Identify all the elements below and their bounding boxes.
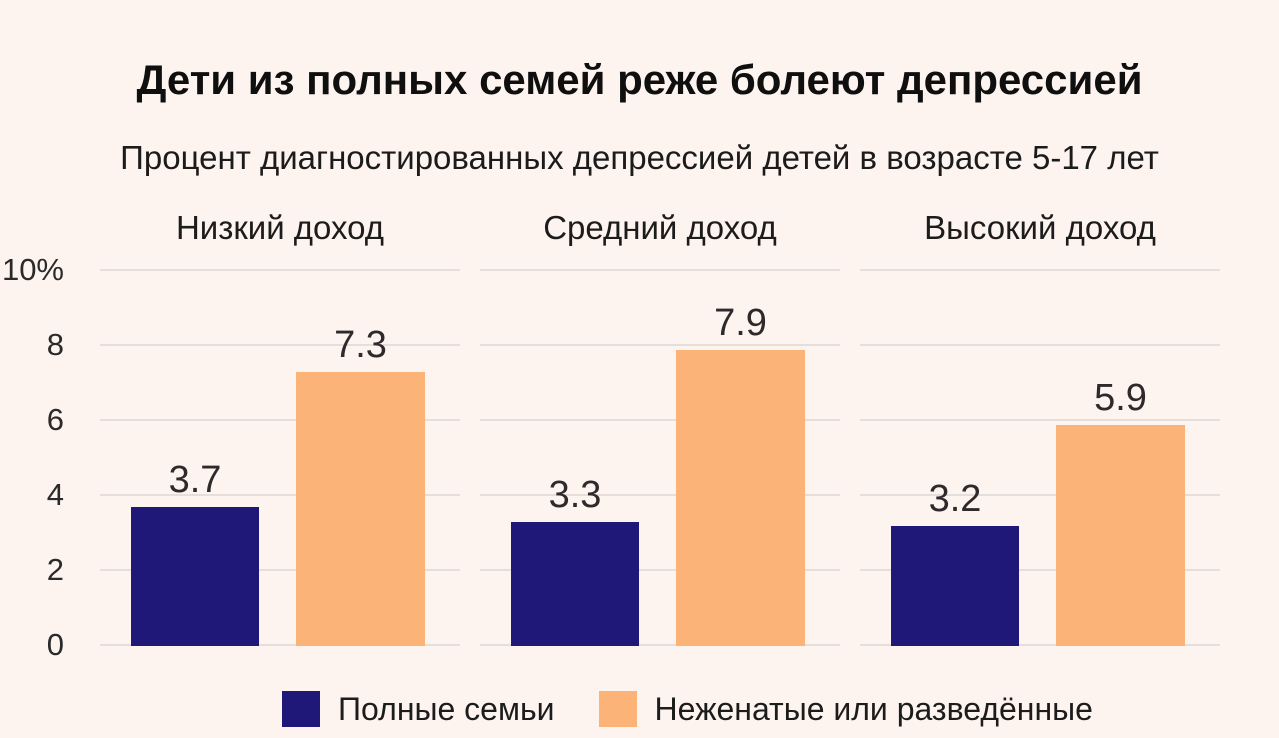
chart-title: Дети из полных семей реже болеют депресс… <box>136 56 1143 103</box>
gridline <box>100 569 460 571</box>
chart-subtitle: Процент диагностированных депрессией дет… <box>120 139 1159 176</box>
y-axis-tick-label: 0 <box>46 626 64 662</box>
facet-label: Низкий доход <box>175 209 385 246</box>
legend-swatch-full-families <box>282 691 321 727</box>
gridline <box>100 644 460 646</box>
facet-label: Средний доход <box>543 209 777 246</box>
bar-full-families <box>511 522 639 646</box>
legend-label-single-divorced: Неженатые или разведённые <box>654 690 1093 727</box>
legend-item-single-divorced: Неженатые или разведённые <box>598 690 1093 728</box>
gridline <box>100 269 460 271</box>
y-axis-tick-label: 8 <box>46 326 64 362</box>
gridline <box>860 269 1220 271</box>
legend: Полные семьи Неженатые или разведённые <box>48 688 1279 730</box>
gridline <box>480 419 840 421</box>
gridline <box>100 419 460 421</box>
y-axis-tick-label: 6 <box>46 401 64 437</box>
gridline <box>480 269 840 271</box>
bar-value-label: 3.7 <box>168 459 222 502</box>
gridline <box>860 419 1220 421</box>
legend-label-full-families: Полные семьи <box>338 690 555 727</box>
legend-swatch-single-divorced <box>598 691 637 727</box>
bar-value-label: 3.3 <box>548 474 602 517</box>
y-axis-tick-label: 10% <box>1 251 64 287</box>
bar-full-families <box>891 526 1019 646</box>
gridline <box>480 494 840 496</box>
gridline <box>860 644 1220 646</box>
legend-item-full-families: Полные семьи <box>282 690 555 728</box>
gridline <box>860 494 1220 496</box>
bar-value-label: 5.9 <box>1094 376 1147 419</box>
bar-value-label: 7.9 <box>714 301 767 344</box>
bar-single-divorced <box>1056 424 1185 646</box>
gridline <box>480 569 840 571</box>
gridline <box>480 344 840 346</box>
facet-label: Высокий доход <box>924 209 1156 246</box>
y-axis-tick-label: 4 <box>46 476 64 512</box>
gridline <box>480 644 840 646</box>
gridline <box>100 344 460 346</box>
gridline <box>100 494 460 496</box>
y-axis-tick-label: 2 <box>46 551 64 587</box>
gridline <box>860 344 1220 346</box>
bar-full-families <box>131 507 259 646</box>
gridline <box>860 569 1220 571</box>
bar-single-divorced <box>296 372 425 646</box>
bar-value-label: 7.3 <box>334 324 387 367</box>
bar-value-label: 3.2 <box>928 478 982 520</box>
bar-single-divorced <box>676 349 805 646</box>
